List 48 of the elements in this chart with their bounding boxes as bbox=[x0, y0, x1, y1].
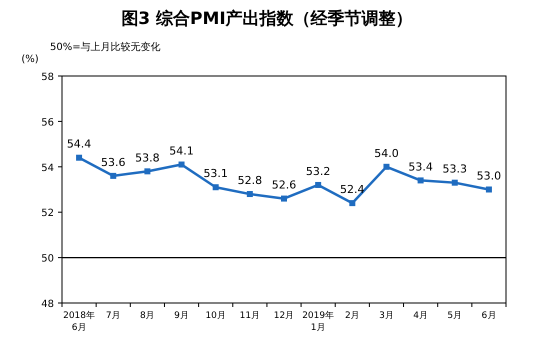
point bbox=[76, 154, 82, 161]
x-tick-label: 2019年 1月 bbox=[302, 310, 334, 333]
y-tick-label: 52 bbox=[41, 208, 54, 220]
point bbox=[110, 172, 116, 179]
point bbox=[212, 184, 219, 190]
chart-title: 图3 综合PMI产出指数（经季节调整） bbox=[121, 9, 413, 29]
y-axis-title: (%) bbox=[21, 54, 39, 65]
point bbox=[383, 164, 390, 170]
x-tick-label: 11月 bbox=[240, 311, 260, 321]
data-label: 52.4 bbox=[340, 183, 365, 196]
point bbox=[486, 186, 492, 192]
point bbox=[178, 162, 185, 168]
point bbox=[315, 182, 322, 188]
y-tick-label: 54 bbox=[41, 162, 54, 174]
y-tick-label: 48 bbox=[41, 299, 54, 310]
data-label: 53.2 bbox=[306, 164, 330, 178]
data-label: 53.6 bbox=[100, 156, 126, 169]
data-label: 54.4 bbox=[66, 138, 92, 151]
x-tick-label: 6月 bbox=[482, 311, 496, 321]
data-label: 53.8 bbox=[135, 151, 160, 164]
x-tick-label: 8月 bbox=[140, 311, 155, 321]
x-tick-label: 10月 bbox=[205, 311, 226, 321]
point bbox=[418, 177, 424, 184]
point bbox=[144, 168, 150, 174]
data-label: 53.4 bbox=[408, 160, 433, 174]
data-label: 53.1 bbox=[203, 167, 228, 180]
x-tick-label: 2018年 6月 bbox=[63, 310, 96, 333]
y-tick-label: 50 bbox=[41, 254, 54, 265]
y-tick-label: 58 bbox=[41, 72, 54, 83]
x-tick-label: 9月 bbox=[174, 311, 189, 321]
data-label: 52.8 bbox=[238, 174, 262, 188]
point bbox=[281, 196, 287, 202]
x-tick-label: 7月 bbox=[106, 311, 121, 321]
x-tick-label: 4月 bbox=[413, 311, 428, 321]
data-label: 53.0 bbox=[476, 170, 502, 182]
data-label: 54.1 bbox=[169, 144, 194, 158]
y-tick-label: 56 bbox=[41, 117, 54, 128]
data-label: 54.0 bbox=[374, 146, 399, 160]
x-tick-label: 3月 bbox=[379, 311, 394, 321]
data-label: 53.3 bbox=[442, 162, 468, 176]
x-tick-label: 12月 bbox=[274, 311, 294, 321]
point bbox=[349, 200, 356, 206]
point bbox=[246, 191, 253, 198]
x-tick-label: 2月 bbox=[344, 311, 360, 321]
point bbox=[452, 180, 458, 186]
text: 50%=与上月比较无变化 bbox=[50, 41, 161, 53]
x-tick-label: 5月 bbox=[447, 311, 462, 321]
data-label: 52.6 bbox=[272, 178, 296, 192]
